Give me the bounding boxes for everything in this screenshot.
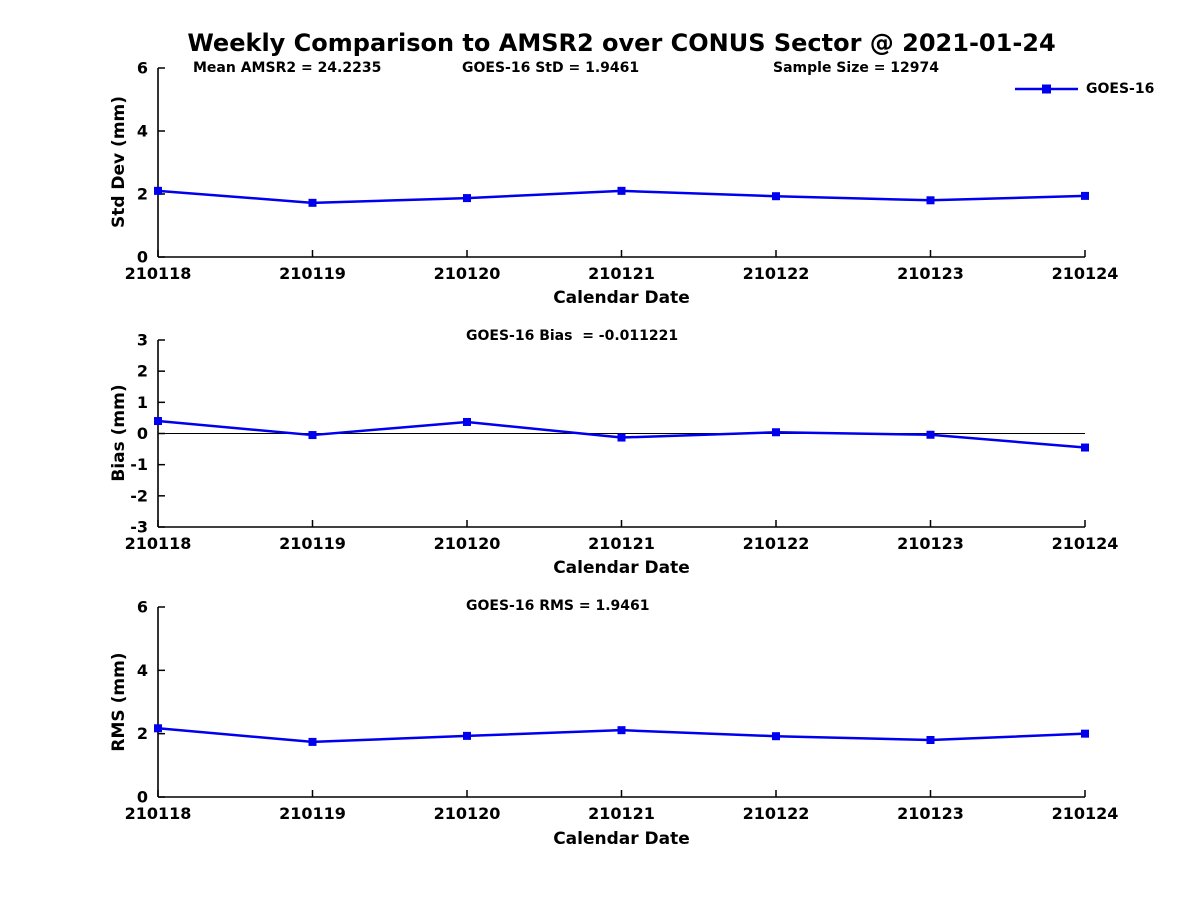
data-point-marker [926,430,935,439]
x-tick-label: 210120 [434,804,501,823]
data-point-marker [463,417,471,426]
annotation-goes16-std: GOES-16 StD = 1.9461 [462,60,640,76]
data-point-marker [772,428,780,437]
y-tick-label: 0 [137,788,148,807]
calendar-date-label-top: Calendar Date [553,288,690,308]
y-tick-label: 4 [137,661,148,680]
y-tick-label: 3 [137,331,148,350]
annotation-sample-size: Sample Size = 12974 [773,60,940,76]
data-point-marker [617,186,626,195]
data-point-marker [308,198,317,207]
x-tick-label: 210122 [743,534,810,553]
x-tick-label: 210123 [897,534,964,553]
data-point-marker [1081,443,1089,452]
calendar-date-label-middle: Calendar Date [553,558,690,578]
data-point-marker [463,194,471,203]
y-tick-label: -2 [130,486,148,505]
y-tick-label: -1 [130,455,148,474]
data-point-marker [308,431,317,440]
x-tick-label: 210121 [588,804,655,823]
bias-chart-title: GOES-16 Bias = -0.011221 [466,328,679,344]
x-tick-label: 210121 [588,534,655,553]
y-tick-label: 0 [137,248,148,267]
bias-plot: -3 -2 -1 0 1 2 3 210118 210119 210120 210121 210122… [125,331,1119,554]
y-tick-label: 6 [137,598,148,617]
x-tick-label: 210118 [125,804,192,823]
figure-title: Weekly Comparison to AMSR2 over CONUS Se… [187,29,1056,57]
x-tick-label: 210119 [279,534,346,553]
stddev-plot: 0 2 4 6 210118 210119 210120 210121 210122 210123… [125,59,1119,284]
data-point-marker [308,737,317,746]
legend-label: GOES-16 [1086,81,1155,97]
annotation-mean-amsr2: Mean AMSR2 = 24.2235 [193,60,382,76]
data-point-marker [154,186,162,195]
x-tick-label: 210123 [897,264,964,283]
data-point-marker [154,724,162,733]
rms-chart-title: GOES-16 RMS = 1.9461 [466,598,650,614]
x-tick-label: 210121 [588,264,655,283]
x-tick-label: 210123 [897,804,964,823]
x-tick-label: 210122 [743,264,810,283]
legend-marker [1042,84,1051,94]
data-point-marker [154,417,162,426]
rms-plot: 0 2 4 6 210118 210119 210120 210121 210122 210123… [125,598,1119,824]
data-point-marker [926,736,935,744]
data-point-marker [772,192,780,201]
data-point-marker [617,726,626,735]
y-tick-label: -3 [130,518,148,537]
data-point-marker [1081,729,1089,738]
data-point-marker [617,433,626,442]
x-tick-label: 210124 [1052,534,1119,553]
y-tick-label: 6 [137,59,148,78]
y-tick-label: 2 [137,362,148,381]
x-tick-label: 210122 [743,804,810,823]
x-tick-label: 210120 [434,534,501,553]
x-tick-label: 210118 [125,264,192,283]
data-point-marker [772,732,780,741]
y-tick-label: 2 [137,185,148,204]
x-tick-label: 210124 [1052,264,1119,283]
y-tick-label: 0 [137,424,148,443]
calendar-date-label-bottom: Calendar Date [553,829,690,849]
x-tick-label: 210124 [1052,804,1119,823]
legend [1015,84,1078,94]
y-tick-label: 1 [137,393,148,412]
x-tick-label: 210120 [434,264,501,283]
data-point-marker [1081,191,1089,200]
y-tick-label: 4 [137,122,148,141]
data-point-marker [926,196,935,205]
y-tick-label: 2 [137,724,148,743]
x-tick-label: 210118 [125,534,192,553]
data-point-marker [463,731,471,740]
x-tick-label: 210119 [279,804,346,823]
x-tick-label: 210119 [279,264,346,283]
